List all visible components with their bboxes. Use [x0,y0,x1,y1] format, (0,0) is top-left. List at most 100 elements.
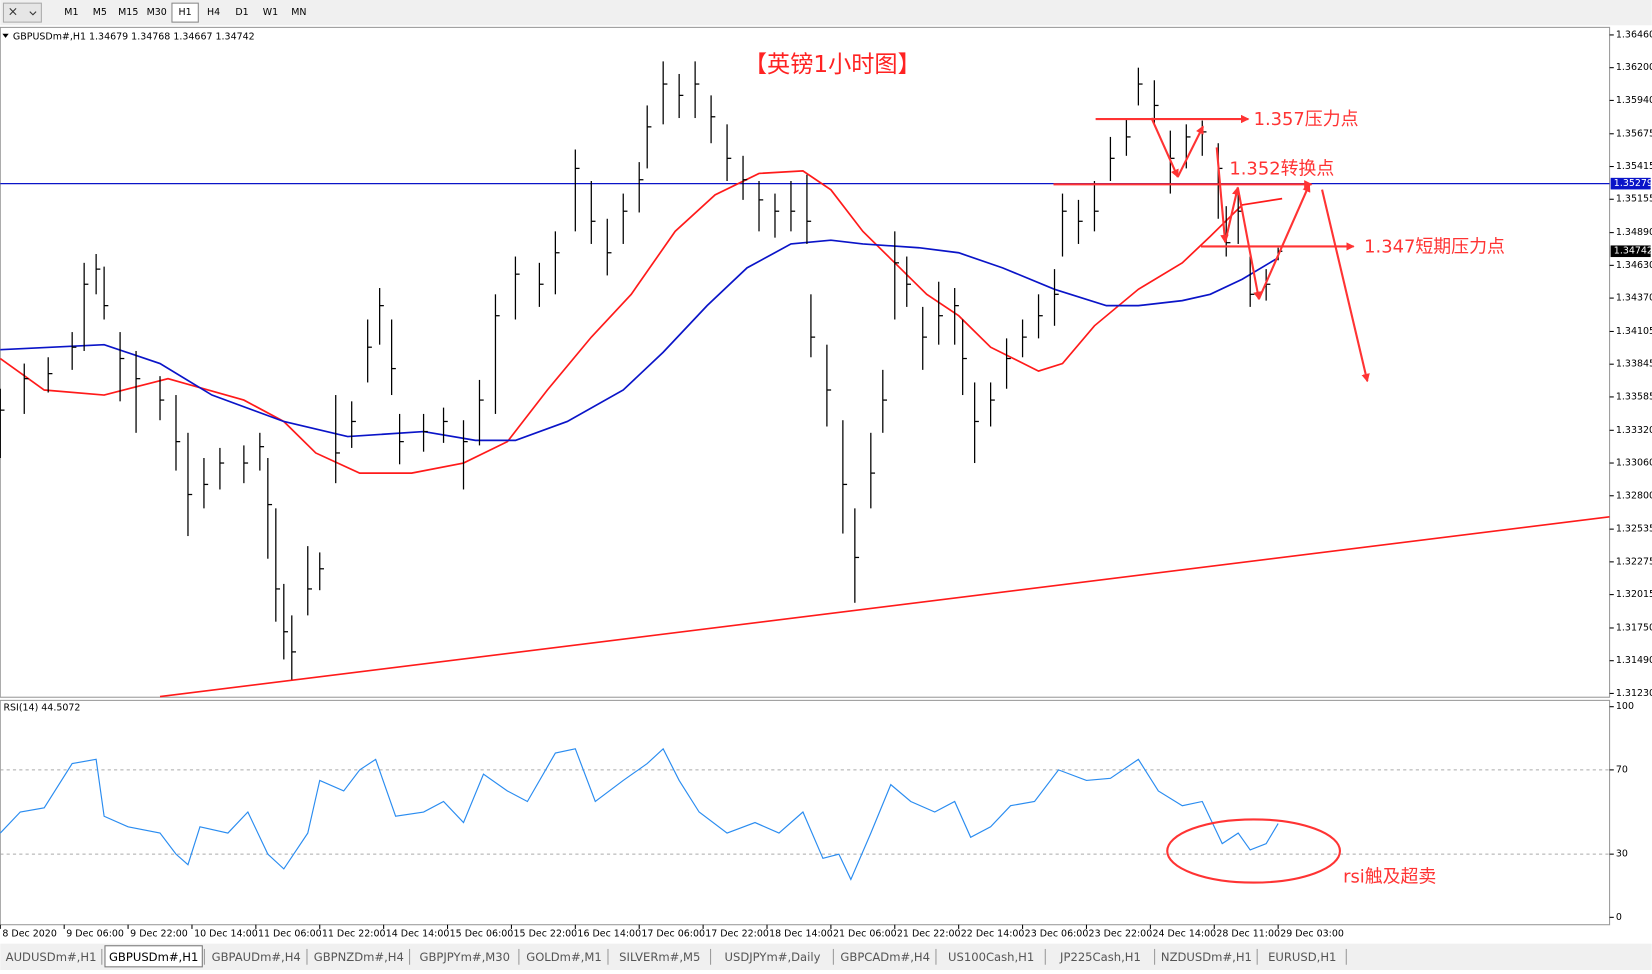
timeframe-label: M5 [93,7,107,18]
x-tick-label: 17 Dec 06:00 [641,929,705,940]
rsi-line [0,747,1279,881]
y-tick-label: 1.36200 [1616,62,1652,73]
x-tick-label: 10 Dec 14:00 [194,929,258,940]
tab[interactable] [836,945,934,967]
x-tick-label: 17 Dec 22:00 [705,929,769,940]
x-tick-label: 14 Dec 14:00 [386,929,450,940]
timeframe-bar: M1 M5 M15 M30 H1 H4 D1 W1 MN [58,2,313,23]
arrow [1150,117,1179,178]
tool-icon [9,8,37,16]
timeframe-button[interactable] [86,3,113,23]
annotation: 1.352转换点 [1229,159,1334,180]
tab[interactable] [2,945,100,967]
price-panel [0,26,1611,698]
tab[interactable] [939,945,1044,967]
y-tick-label: 1.36460 [1616,29,1652,40]
x-tick-label: 15 Dec 22:00 [514,929,578,940]
tab[interactable] [1260,945,1345,967]
drawing-tool-button[interactable] [2,2,42,23]
timeframe-button[interactable] [257,3,284,23]
highlight-ellipse [1166,818,1342,884]
moving-average [0,239,1279,442]
tab[interactable] [1157,945,1256,967]
price-plot: 1.36460 1.36200 1.35940 1.35675 1.35415 1.351… [0,29,1652,940]
chart-title: 【英镑1小时图】 [744,51,921,78]
y-tick-label: 1.31750 [1616,622,1652,633]
tab-label: GBPUSDm#,H1 [109,950,198,964]
drawn-arrows [1053,114,1370,884]
y-tick-label: 1.34630 [1616,260,1652,271]
timeframe-button[interactable] [115,3,142,23]
x-tick-label: 11 Dec 22:00 [322,929,386,940]
price-marker [1610,177,1651,190]
y-tick-label: 1.35940 [1616,95,1652,106]
x-tick-label: 18 Dec 14:00 [769,929,833,940]
symbol-header: GBPUSDm#,H1 1.34679 1.34768 1.34667 1.34… [13,31,255,42]
y-tick-label: 1.32015 [1616,589,1652,600]
timeframe-button[interactable] [285,3,313,23]
tabs: AUDUSDm#,H1 GBPUSDm#,H1 GBPAUDm#,H4 GBPNZDm… [2,945,1347,968]
tab-label: SILVERm#,M5 [619,950,700,964]
tab-label: GBPNZDm#,H4 [314,950,404,964]
tab-label: US100Cash,H1 [948,950,1034,964]
tab[interactable] [207,945,305,967]
x-tick-label: 23 Dec 22:00 [1089,929,1153,940]
annotation: 1.357压力点 [1254,109,1359,130]
y-tick-label: 1.33060 [1616,458,1652,469]
y-tick-label: 1.35415 [1616,161,1652,172]
rsi-tick-label: 0 [1616,912,1622,923]
tab-label: JP225Cash,H1 [1059,950,1141,964]
tab[interactable] [611,945,709,967]
tab-label: AUDUSDm#,H1 [6,950,97,964]
x-tick-label: 23 Dec 06:00 [1025,929,1089,940]
tab[interactable] [412,945,517,967]
tab-label: GOLDm#,M1 [526,950,601,964]
x-tick-label: 15 Dec 06:00 [450,929,514,940]
timeframe-button[interactable] [58,3,85,23]
timeframe-label: W1 [263,7,278,18]
timeframe-button[interactable] [143,3,170,23]
x-tick-label: 8 Dec 2020 [2,929,56,940]
rsi-plot: 0 30 70 100 [0,701,1634,923]
y-tick-label: 1.32800 [1616,490,1652,501]
timeframe-label: M30 [147,7,167,18]
trendline [159,516,1610,698]
y-tick-label: 1.32535 [1616,524,1652,535]
price-marker-label: 1.35279 [1614,178,1652,189]
tab[interactable] [522,945,606,967]
moving-average [0,170,1283,474]
arrow [1215,147,1229,244]
tab[interactable] [310,945,408,967]
tab[interactable] [713,945,832,967]
x-tick-label: 21 Dec 22:00 [897,929,961,940]
timeframe-button[interactable] [228,3,256,23]
arrow [1257,183,1311,300]
y-tick-label: 1.35675 [1616,128,1652,139]
arrow [1321,189,1370,383]
rsi-tick-label: 30 [1616,849,1628,860]
tab-label: NZDUSDm#,H1 [1161,950,1252,964]
y-tick-label: 1.32275 [1616,556,1652,567]
arrow [1176,125,1204,178]
y-tick-label: 1.33585 [1616,391,1652,402]
rsi-panel [0,699,1611,926]
collapse-icon [2,33,9,38]
x-tick-label: 29 Dec 03:00 [1280,929,1344,940]
x-tick-label: 21 Dec 06:00 [833,929,897,940]
timeframe-button[interactable] [171,2,199,23]
y-tick-label: 1.34890 [1616,227,1652,238]
x-tick-label: 24 Dec 14:00 [1152,929,1216,940]
tab[interactable] [104,945,203,968]
annotation: 1.347短期压力点 [1364,237,1505,258]
x-tick-label: 9 Dec 06:00 [66,929,124,940]
x-tick-label: 16 Dec 14:00 [577,929,641,940]
y-tick-label: 1.33845 [1616,359,1652,370]
y-tick-label: 1.34370 [1616,293,1652,304]
tab-label: GBPJPYm#,M30 [420,950,510,964]
rsi-tick-label: 70 [1616,764,1628,775]
timeframe-label: M1 [64,7,78,18]
tab[interactable] [1048,945,1153,967]
timeframe-button[interactable] [200,3,227,23]
timeframe-label: H4 [207,7,220,18]
